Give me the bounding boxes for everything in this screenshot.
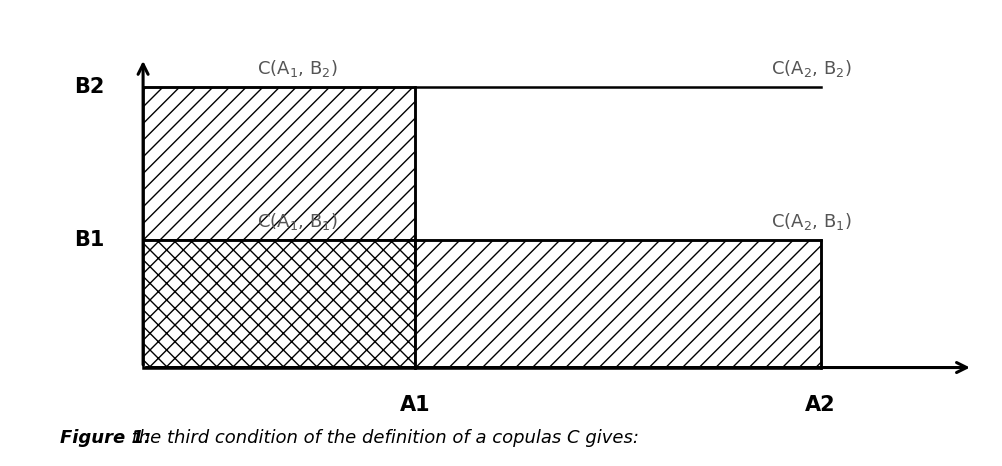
- Text: B1: B1: [74, 230, 104, 250]
- Text: C(A$_2$, B$_1$): C(A$_2$, B$_1$): [772, 211, 852, 232]
- Text: Figure 1:: Figure 1:: [60, 430, 151, 447]
- Text: C(A$_1$, B$_2$): C(A$_1$, B$_2$): [258, 58, 338, 79]
- Text: C(A$_2$, B$_2$): C(A$_2$, B$_2$): [772, 58, 852, 79]
- Text: B2: B2: [74, 77, 104, 97]
- Text: A2: A2: [806, 395, 836, 415]
- Text: A1: A1: [400, 395, 430, 415]
- Text: C(A$_1$, B$_1$): C(A$_1$, B$_1$): [258, 211, 338, 232]
- Text: the third condition of the definition of a copulas C gives:: the third condition of the definition of…: [126, 430, 639, 447]
